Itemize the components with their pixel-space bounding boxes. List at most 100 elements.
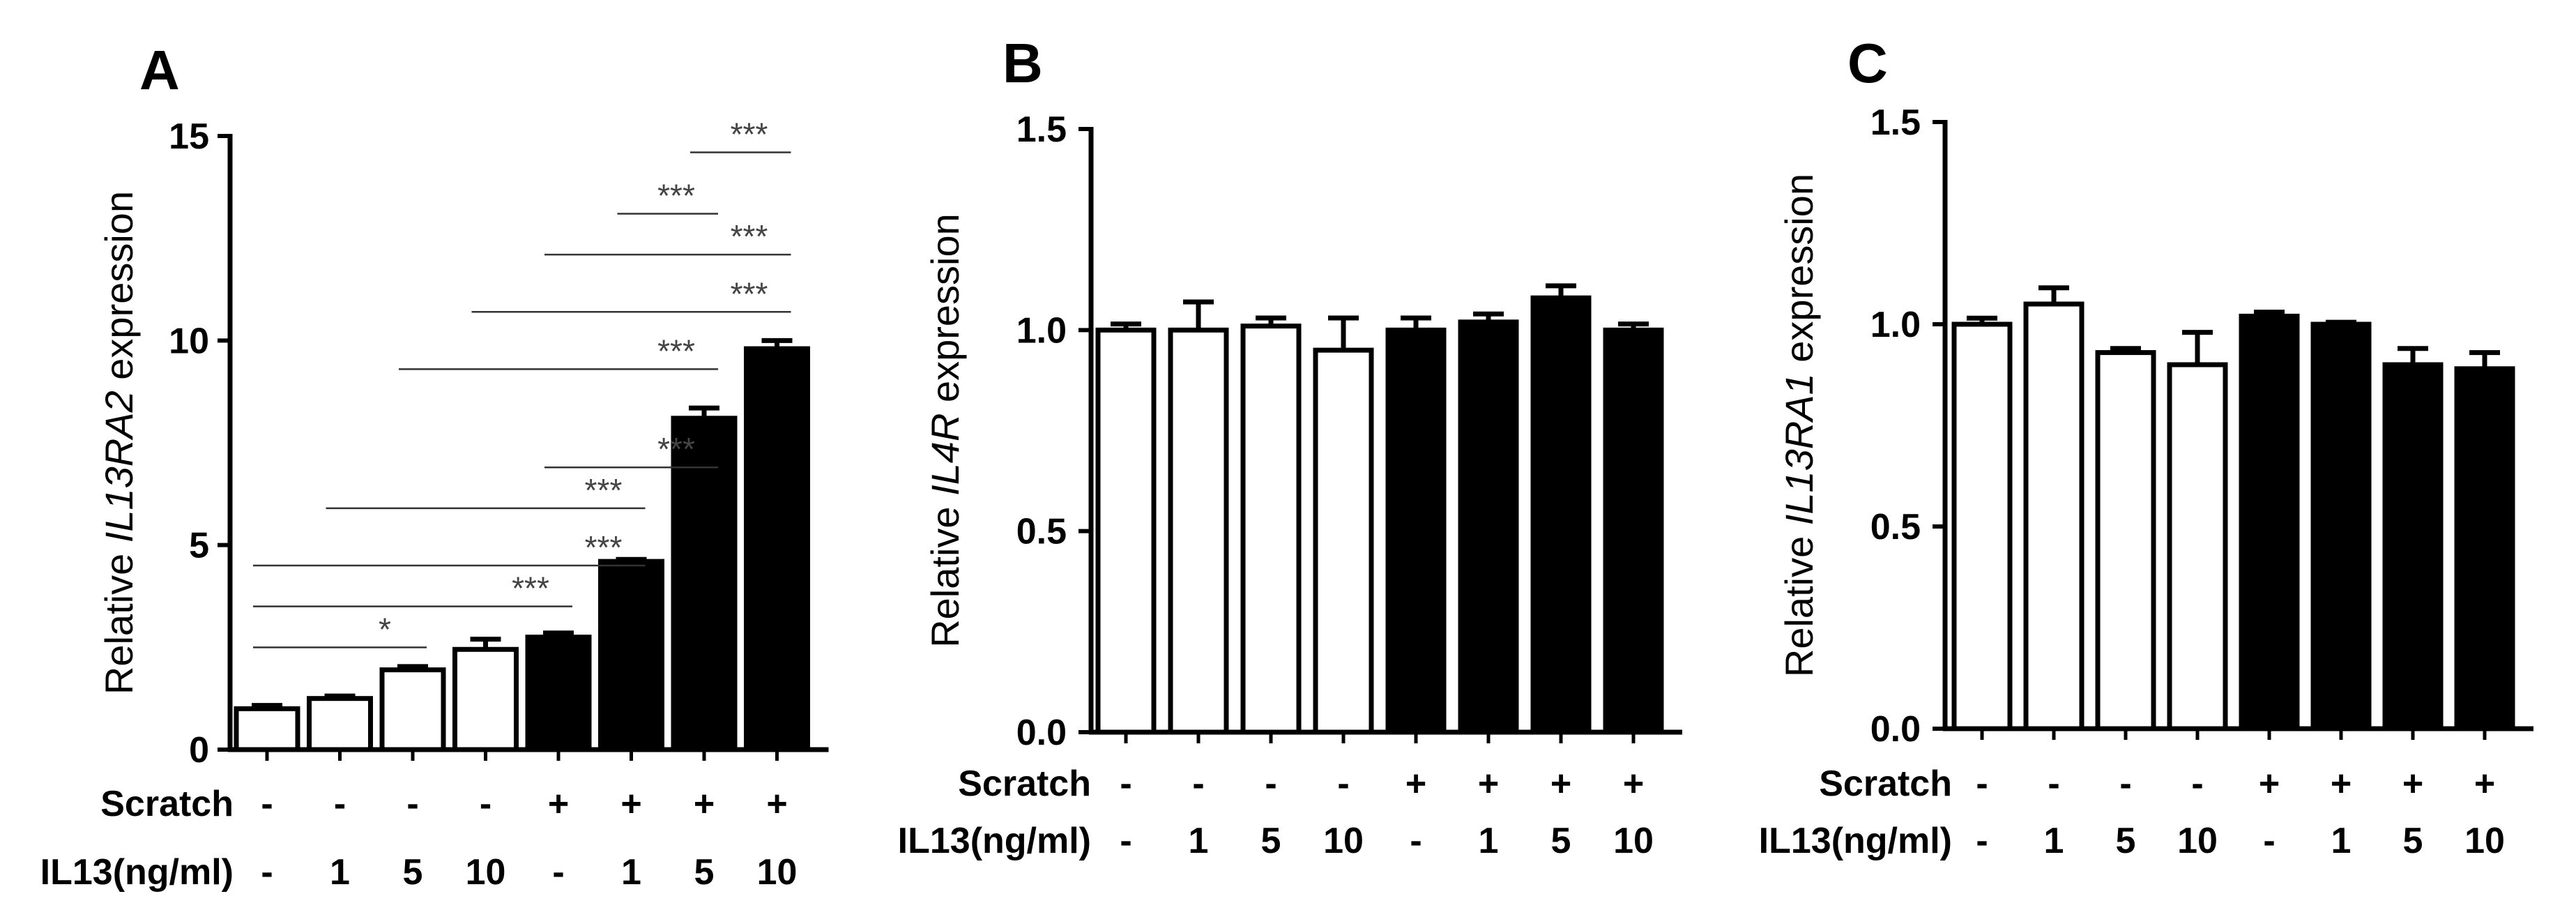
il13-dose-value: 10 <box>2464 821 2505 861</box>
il13-dose-value: 5 <box>1551 821 1571 861</box>
scratch-value: + <box>620 784 641 824</box>
y-tick-label: 0.0 <box>1016 713 1067 753</box>
scratch-value: - <box>1192 764 1204 804</box>
scratch-value: + <box>694 784 715 824</box>
scratch-value: + <box>1405 764 1426 804</box>
bar <box>1313 347 1374 735</box>
scratch-value: - <box>1337 764 1349 804</box>
bar <box>2023 301 2085 731</box>
il13-dose-value: 5 <box>694 852 715 893</box>
bar <box>1603 327 1664 735</box>
bar <box>1240 324 1302 735</box>
bar <box>598 559 664 752</box>
il13-dose-value: 10 <box>2177 821 2218 861</box>
scratch-value: + <box>1478 764 1499 804</box>
scratch-value: - <box>261 784 273 824</box>
bar <box>2382 362 2444 731</box>
significance-label: *** <box>731 116 768 152</box>
y-tick-label: 15 <box>169 116 209 157</box>
il13-dose-value: 10 <box>1323 821 1364 861</box>
panel-c-chart: C 0.0 0.5 1.0 1.5 Relative IL13RA1 expressi… <box>1759 32 2533 861</box>
il13-dose-value: - <box>261 852 273 893</box>
il13-dose-value: 5 <box>1261 821 1281 861</box>
bar <box>2454 366 2515 731</box>
y-tick-label: 1.5 <box>1870 103 1921 143</box>
panel-a-y-ticks: 0 5 10 15 <box>169 116 779 771</box>
scratch-value: - <box>2119 764 2131 804</box>
y-tick-label: 1.5 <box>1016 109 1067 150</box>
scratch-row-label: Scratch <box>100 784 234 824</box>
il13-dose-value: - <box>1976 821 1988 861</box>
bar <box>1951 321 2013 731</box>
significance-label: *** <box>657 431 695 467</box>
panel-c-letter: C <box>1847 32 1888 94</box>
bar <box>2095 350 2156 731</box>
il13-dose-value: 10 <box>1613 821 1654 861</box>
bar <box>525 635 592 752</box>
bar <box>1458 319 1519 735</box>
bar <box>1095 327 1157 735</box>
panel-a-significance: **************************** <box>253 116 791 649</box>
y-tick-label: 10 <box>169 321 209 361</box>
il13-dose-value: 10 <box>757 852 798 893</box>
scratch-value: - <box>480 784 491 824</box>
il13-dose-value: 10 <box>466 852 506 893</box>
y-tick-label: 0.5 <box>1870 507 1921 547</box>
scratch-value: + <box>766 784 787 824</box>
significance-label: *** <box>657 177 695 213</box>
scratch-value: - <box>1265 764 1276 804</box>
scratch-value: + <box>2331 764 2352 804</box>
il13-dose-value: 1 <box>2044 821 2064 861</box>
panel-a-bars <box>234 338 810 752</box>
y-tick-label: 1.0 <box>1016 310 1067 351</box>
panel-b-y-axis-label: Relative IL4R expression <box>923 213 967 648</box>
bar <box>452 646 519 752</box>
scratch-value: - <box>2048 764 2059 804</box>
bar <box>744 346 810 752</box>
bar <box>234 706 300 752</box>
scratch-value: + <box>2474 764 2495 804</box>
il13-row-label: IL13(ng/ml) <box>898 821 1091 861</box>
il13-dose-value: - <box>1120 821 1131 861</box>
il13-row-label: IL13(ng/ml) <box>40 852 234 893</box>
scratch-value: - <box>334 784 346 824</box>
il13-dose-value: 5 <box>2116 821 2136 861</box>
panel-c-bars <box>1951 285 2515 731</box>
scratch-value: - <box>1120 764 1131 804</box>
panel-b-y-ticks: 0.0 0.5 1.0 1.5 <box>1016 109 1636 753</box>
significance-label: * <box>379 611 391 647</box>
significance-label: *** <box>585 472 623 508</box>
scratch-value: + <box>548 784 569 824</box>
bar <box>379 667 446 752</box>
il13-dose-value: 1 <box>621 852 641 893</box>
panel-a-y-axis-label: Relative IL13RA2 expression <box>97 191 141 695</box>
bar <box>1530 295 1592 735</box>
panel-b-chart: B 0.00.51.01.5 Relative IL4R expression … <box>898 32 1682 861</box>
bar <box>1168 327 1229 735</box>
il13-row-label: IL13(ng/ml) <box>1759 821 1952 861</box>
panel-c-y-axis-label: Relative IL13RA1 expression <box>1777 174 1821 677</box>
scratch-value: + <box>1623 764 1644 804</box>
il13-dose-value: 1 <box>2331 821 2352 861</box>
y-tick-label: 0.5 <box>1016 512 1067 552</box>
significance-label: *** <box>731 218 768 255</box>
scratch-value: - <box>2191 764 2203 804</box>
il13-dose-value: - <box>552 852 564 893</box>
il13-dose-value: - <box>2263 821 2275 861</box>
y-tick-label: 1.0 <box>1870 305 1921 345</box>
panel-c-y-ticks: 0.0 0.5 1.0 1.5 <box>1870 103 2487 750</box>
il13-dose-value: 5 <box>403 852 423 893</box>
il13-dose-value: - <box>1410 821 1422 861</box>
il13-dose-value: 5 <box>2403 821 2423 861</box>
scratch-value: + <box>2402 764 2423 804</box>
scratch-value: - <box>1976 764 1988 804</box>
significance-label: *** <box>731 275 768 312</box>
bar <box>307 696 373 752</box>
panel-b-bars <box>1095 283 1664 735</box>
bar <box>1385 327 1447 735</box>
